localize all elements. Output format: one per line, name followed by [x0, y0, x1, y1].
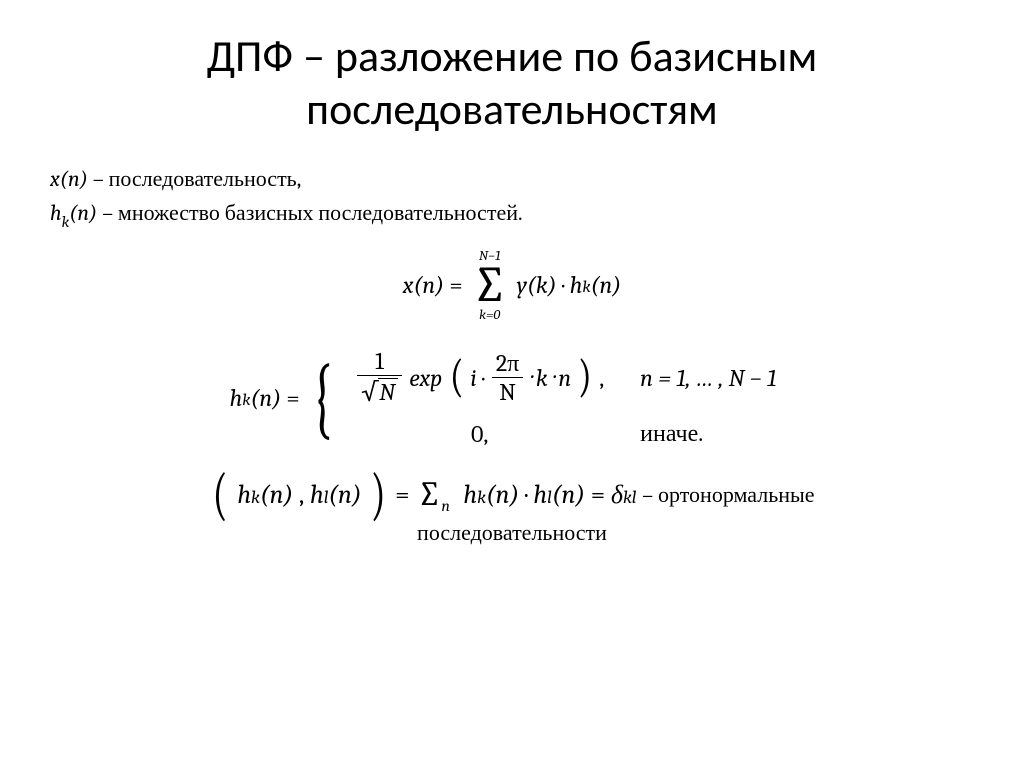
num-1: 1 [357, 348, 402, 374]
h-arg: (n) [69, 200, 97, 226]
eq1-equals: = [449, 271, 462, 299]
sum-over-n: ∑n [417, 477, 450, 514]
sqrt-icon: √ [361, 378, 378, 407]
eq1-y: y(k) [517, 271, 557, 299]
x-desc: – последовательность, [88, 166, 301, 192]
slide: ДПФ – разложение по базисным последовате… [0, 0, 1024, 767]
eq2-lhs-sub: k [242, 391, 250, 410]
h-desc: – множество базисных последовательностей… [97, 200, 522, 226]
eq2-lhs-arg: (n) [251, 384, 282, 412]
delta-sub: kl [623, 487, 636, 508]
h-sub: k [62, 213, 70, 231]
big-paren-close-icon: ) [371, 472, 387, 518]
num-2pi: 2π [492, 350, 523, 376]
slide-title: ДПФ – разложение по базисным последовате… [50, 30, 974, 136]
orthonormal-label-2: последовательности [50, 520, 974, 546]
delta-symbol: δ [611, 480, 623, 510]
def-x-sequence: x(n) – последовательность, [50, 166, 974, 192]
case1-condition: n = 1, … , N − 1 [622, 342, 794, 413]
h-var: h [50, 200, 62, 226]
def-h-sequence: hk(n) – множество базисных последователь… [50, 200, 974, 229]
sigma-small-icon: ∑ [417, 474, 441, 514]
equation-orthonormal: ( hk(n) , hl(n) ) = ∑n hk(n) · hl(n) = δ… [50, 472, 974, 546]
sqrt-body: N [378, 378, 398, 405]
eq1-dot: · [562, 271, 565, 299]
sigma-icon: ∑ [472, 263, 507, 308]
frac-2pi-over-N: 2π N [492, 350, 523, 406]
paren-close-icon: ) [578, 359, 592, 396]
eq1-h: h [570, 271, 583, 299]
exp-fn: exp [409, 364, 442, 392]
equation-basis-definition: hk(n) = { 1 √N [50, 342, 974, 454]
frac-1-over-sqrtN: 1 √N [357, 348, 402, 407]
cases-table: 1 √N exp ( i · [337, 342, 794, 454]
imag-i: i [470, 364, 476, 392]
eq1-lhs: x(n) [403, 271, 444, 299]
eq1-h-arg: (n) [591, 271, 622, 299]
eq1-h-sub: k [582, 278, 590, 297]
eq2-lhs-h: h [230, 384, 243, 412]
title-line-2: последовательностям [306, 82, 718, 136]
den-N: N [492, 379, 523, 405]
title-line-1: ДПФ – разложение по базисным [207, 29, 818, 83]
left-brace-icon: { [312, 367, 333, 430]
sum-symbol: N−1 ∑ k=0 [472, 249, 507, 322]
orthonormal-label: – ортонормальные [642, 482, 814, 508]
paren-open-icon: ( [449, 359, 463, 396]
case2-condition: иначе. [622, 413, 794, 454]
eq2-equals: = [286, 384, 299, 412]
case1-expr: 1 √N exp ( i · [337, 342, 622, 413]
x-var: x(n) [50, 166, 88, 192]
kn-part: · k · n [531, 364, 572, 392]
big-paren-open-icon: ( [213, 472, 229, 518]
sqrt-N: √N [361, 377, 398, 407]
equation-expansion: x(n) = N−1 ∑ k=0 y(k) · hk(n) [50, 249, 974, 322]
case2-expr: 0, [337, 413, 622, 454]
